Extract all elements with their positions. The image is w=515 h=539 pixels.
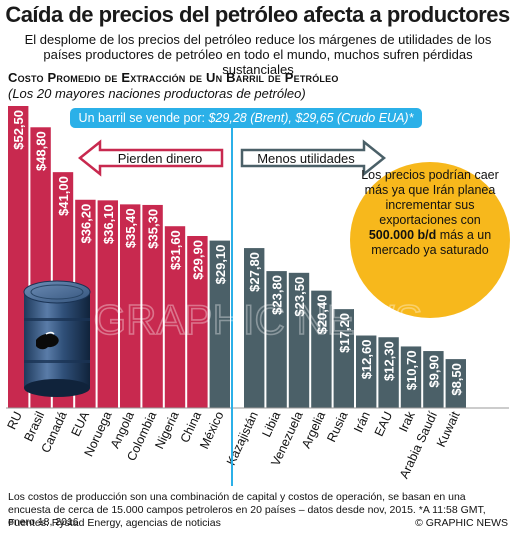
bar-value-label: $23,50 [292,277,307,317]
bar-arabia-saudí [423,351,444,408]
callout-highlight: 500.000 b/d [368,228,437,242]
category-label: Kazajistán [224,409,261,467]
chart-title: Costo Promedio de Extracción de Un Barri… [8,70,339,85]
oil-barrel-icon [23,280,91,397]
bar-argelia [311,290,332,408]
price-banner: Un barril se vende por: $29,28 (Brent), … [70,108,422,128]
category-label: Irak [396,409,418,434]
loss-arrow: Pierden dinero [77,139,224,177]
svg-text:GRAPHIC NEWS: GRAPHIC NEWS [93,296,422,343]
bar-noruega [97,200,118,408]
svg-text:GN: GN [235,197,295,241]
bar-value-label: $9,90 [426,355,441,388]
bar-colombia [142,204,163,408]
callout-circle [350,162,510,318]
bar-irán [356,335,377,408]
bar-rusia [333,309,354,408]
bar-value-label: $36,10 [101,204,116,244]
bar-nigeria [164,226,186,408]
bar-venezuela [288,272,310,408]
page-title: Caída de precios del petróleo afecta a p… [5,2,510,27]
bar-kuwait [445,359,466,408]
bar-value-label: $23,80 [270,275,285,315]
category-label: EUA [69,409,93,439]
price-banner-values: $29,28 (Brent), $29,65 (Crudo EUA)* [208,111,414,125]
category-label: EAU [372,409,396,438]
chart-subtitle: (Los 20 mayores naciones productoras de … [8,86,306,101]
bar-value-label: $48,80 [34,131,49,171]
bar-irak [400,346,422,408]
category-label: Irán [351,409,373,434]
category-label: RU [5,409,25,431]
bar-ru [8,106,29,408]
sources: Fuentes: Rystad Energy, agencias de noti… [8,517,221,529]
category-label: Rusia [324,409,350,444]
bar-value-label: $8,50 [449,363,464,396]
page-subtitle: El desplome de los precios del petróleo … [24,32,492,77]
bar-méxico [209,240,230,408]
price-banner-prefix: Un barril se vende por: [78,111,209,125]
bar-libia [266,271,287,408]
bar-value-label: $12,60 [359,340,374,380]
bar-kazajistán [244,248,265,408]
bar-eau [378,337,399,408]
footer: Fuentes: Rystad Energy, agencias de noti… [8,517,508,529]
bar-value-label: $12,30 [382,341,397,381]
bar-value-label: $29,90 [190,240,205,280]
callout-text: Los precios podrían caer más ya que Irán… [358,168,502,258]
bar-value-label: $20,40 [314,295,329,335]
profit-arrow-label: Menos utilidades [257,151,355,166]
callout-text-after: más a un mercado ya saturado [371,228,492,257]
bar-value-label: $36,20 [78,204,93,244]
footnote: Los costos de producción son una combina… [8,491,486,528]
bar-value-label: $52,50 [11,110,26,150]
category-label: Libia [259,409,283,439]
bar-value-label: $31,60 [168,230,183,270]
copyright: © GRAPHIC NEWS [415,517,508,529]
bar-value-label: $41,00 [56,176,71,216]
bar-value-label: $27,80 [247,252,262,292]
bar-value-label: $35,30 [146,209,161,249]
bar-value-label: $17,20 [337,313,352,353]
bar-value-label: $35,40 [123,208,138,248]
bar-value-label: $29,10 [213,245,228,285]
bar-value-label: $10,70 [404,350,419,390]
callout-text-before: Los precios podrían caer más ya que Irán… [361,168,499,227]
bar-angola [120,204,141,408]
watermark: GN GRAPHIC NEWS [93,196,424,344]
bar-china [187,236,208,408]
loss-arrow-label: Pierden dinero [118,151,203,166]
profit-arrow: Menos utilidades [240,139,387,177]
